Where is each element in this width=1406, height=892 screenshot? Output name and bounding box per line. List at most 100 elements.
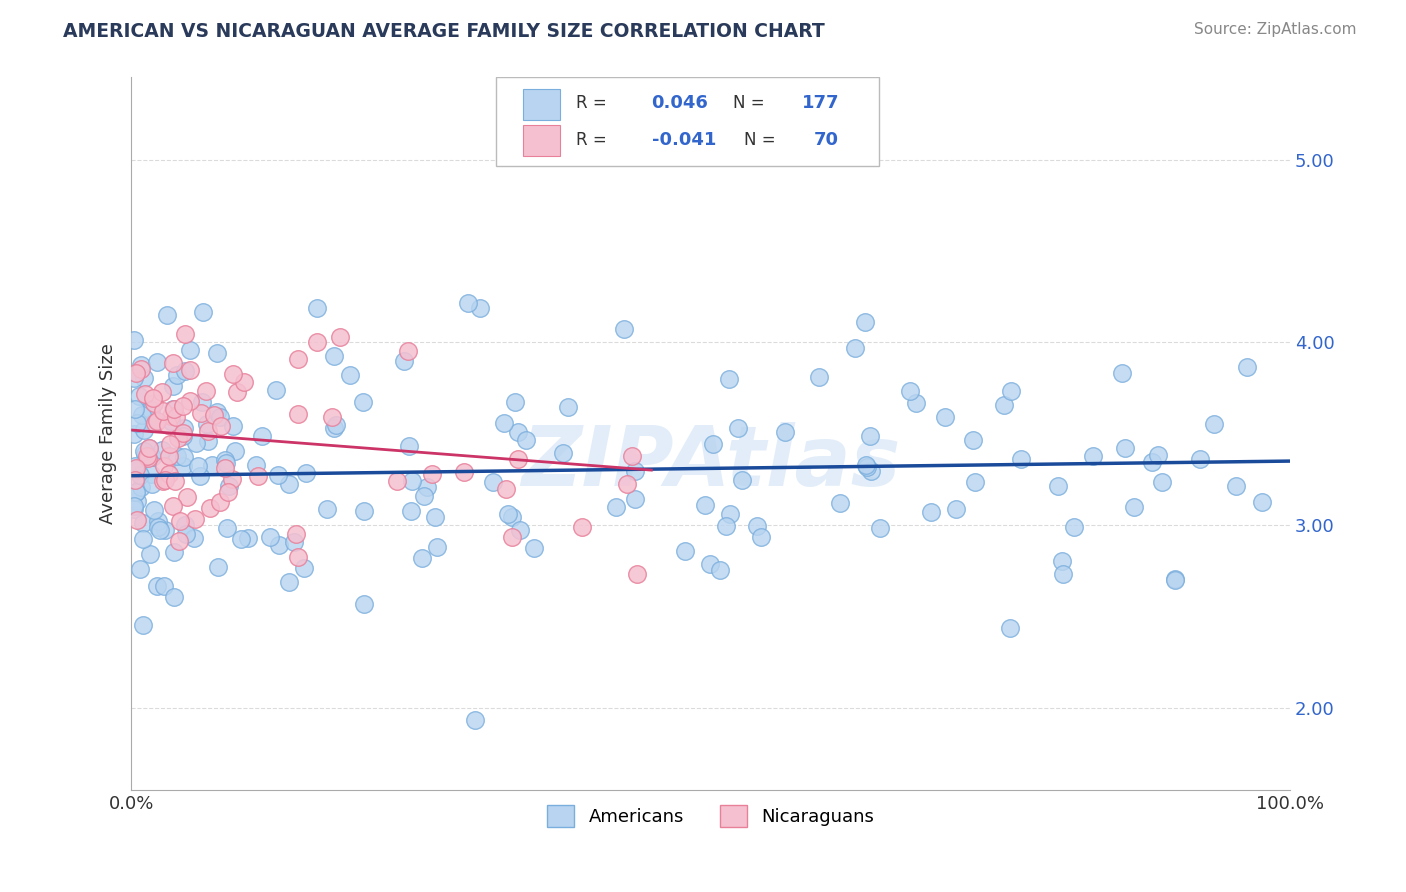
Point [141,450,163,464]
Point [138,547,160,561]
Point [423,510,446,524]
Point [1188,451,1211,466]
Point [179,394,201,409]
Text: R =: R = [576,131,612,149]
Point [1204,417,1226,431]
Point [571,520,593,534]
Point [165,474,187,488]
Point [174,527,197,541]
Point [129,362,152,376]
Point [855,458,877,472]
Point [246,468,269,483]
Point [165,409,187,424]
Point [775,425,797,439]
Point [207,559,229,574]
Point [352,395,374,409]
Point [148,514,170,528]
Point [1052,566,1074,581]
Point [173,364,195,378]
Point [134,387,156,401]
Point [122,502,145,516]
Point [503,394,526,409]
Point [287,549,309,564]
Point [860,464,883,478]
Point [152,458,174,473]
Point [134,443,156,458]
Point [127,416,149,430]
Point [191,395,214,409]
Point [172,428,194,442]
Point [236,531,259,545]
Point [557,400,579,414]
Point [267,468,290,483]
Point [1225,479,1247,493]
Point [214,461,236,475]
Text: AMERICAN VS NICARAGUAN AVERAGE FAMILY SIZE CORRELATION CHART: AMERICAN VS NICARAGUAN AVERAGE FAMILY SI… [63,22,825,41]
Point [149,524,172,538]
Point [1236,359,1258,374]
Point [127,463,149,477]
Point [172,426,194,441]
Point [136,450,159,464]
Point [898,384,921,398]
Point [468,301,491,315]
Text: 70: 70 [814,131,839,149]
Point [624,464,647,478]
Point [173,421,195,435]
Point [613,322,636,336]
Point [162,402,184,417]
Bar [523,89,560,120]
Point [283,535,305,549]
Point [184,436,207,450]
Point [714,518,737,533]
Point [905,396,928,410]
Point [162,379,184,393]
Point [1010,451,1032,466]
Point [693,498,716,512]
Point [623,491,645,506]
Point [325,418,347,433]
Point [1163,572,1185,586]
Point [993,398,1015,412]
Point [392,354,415,368]
Point [828,496,851,510]
Point [125,513,148,527]
Text: 177: 177 [803,95,839,112]
Point [277,476,299,491]
Point [963,475,986,489]
Point [267,538,290,552]
Point [188,469,211,483]
Point [1111,366,1133,380]
Point [160,414,183,428]
Point [146,578,169,592]
Text: ZIPAtlas: ZIPAtlas [522,422,900,503]
Point [920,505,942,519]
Point [287,352,309,367]
Point [125,484,148,499]
Point [162,356,184,370]
Point [201,458,224,472]
Point [396,343,419,358]
Point [229,532,252,546]
Point [169,533,191,548]
Point [250,429,273,443]
Point [138,441,160,455]
Point [176,491,198,505]
Point [353,597,375,611]
Point [1140,455,1163,469]
Point [217,484,239,499]
Point [399,504,422,518]
Point [146,520,169,534]
Point [169,514,191,528]
Point [179,362,201,376]
Point [501,531,523,545]
Point [605,500,627,514]
Point [307,335,329,350]
Point [420,467,443,482]
Point [163,591,186,605]
Point [292,561,315,575]
Point [146,414,169,428]
Point [411,551,433,566]
Point [132,618,155,632]
Point [208,495,231,509]
